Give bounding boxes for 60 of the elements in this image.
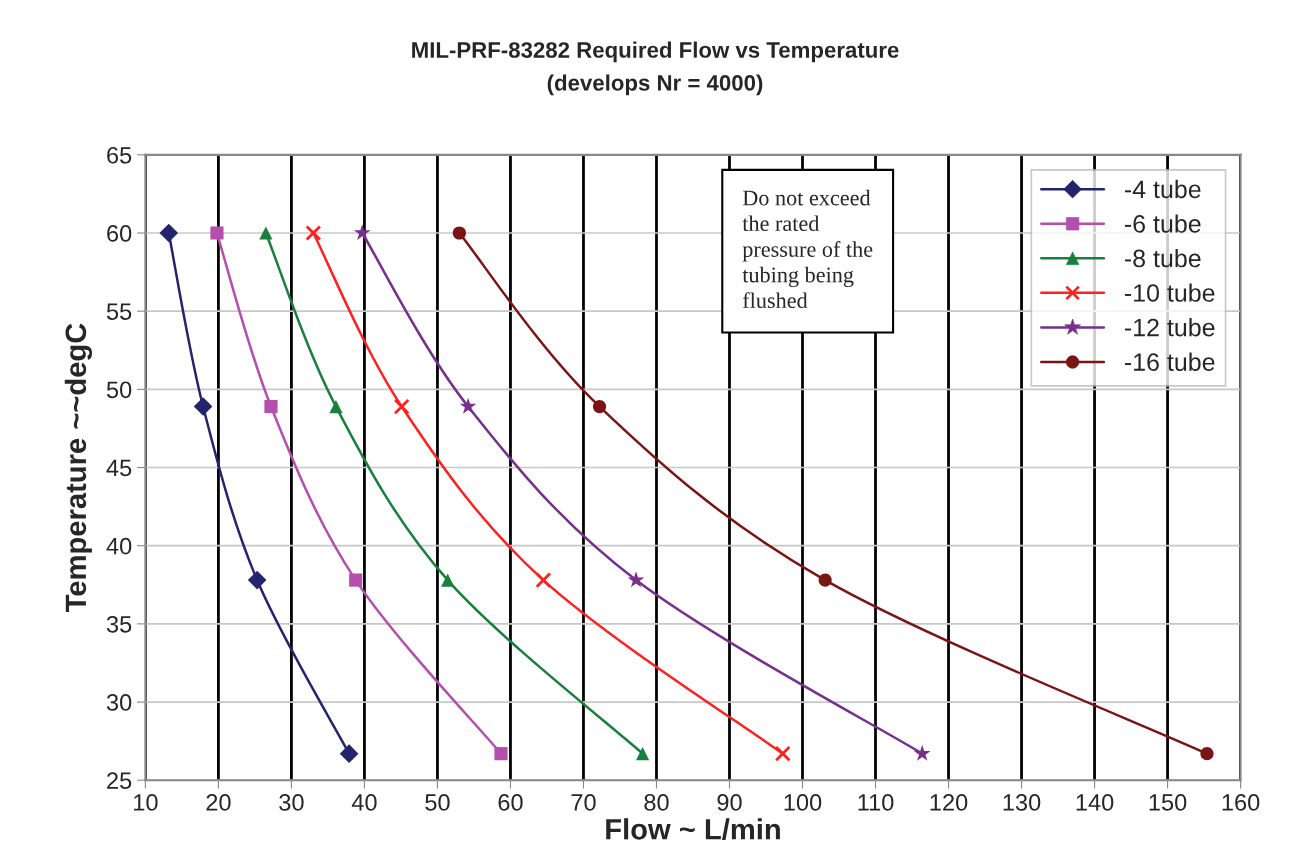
x-tick-label: 30 bbox=[279, 794, 304, 811]
x-tick-label: 20 bbox=[206, 794, 231, 811]
x-tick-label: 130 bbox=[1003, 794, 1041, 811]
point bbox=[441, 573, 455, 587]
point bbox=[247, 570, 267, 590]
point bbox=[774, 745, 791, 762]
x-tick-label: 80 bbox=[644, 794, 669, 811]
x-tick-label: 160 bbox=[1222, 794, 1260, 811]
y-tick-label: 25 bbox=[107, 772, 132, 790]
point bbox=[913, 744, 931, 761]
legend-label: -4 tube bbox=[1124, 179, 1201, 199]
y-axis-title: Temperature ~~degC bbox=[64, 323, 93, 613]
x-tick-label: 40 bbox=[351, 794, 377, 811]
point bbox=[535, 572, 552, 589]
point bbox=[210, 226, 224, 240]
x-tick-label: 10 bbox=[134, 794, 158, 811]
point bbox=[193, 397, 213, 416]
y-tick-label: 30 bbox=[106, 694, 132, 711]
chart-title: MIL-PRF-83282 Required Flow vs Temperature bbox=[412, 41, 899, 63]
x-tick-label: 60 bbox=[498, 794, 523, 811]
point bbox=[636, 747, 650, 761]
point bbox=[353, 224, 371, 241]
annotation: Do not exceed the rated pressure of the tubing being flushed bbox=[742, 189, 873, 309]
y-tick-label: 55 bbox=[106, 303, 132, 320]
y-tick-label: 65 bbox=[107, 146, 132, 164]
x-tick-label: 150 bbox=[1149, 794, 1187, 811]
point bbox=[459, 397, 477, 414]
x-tick-label: 90 bbox=[717, 794, 742, 811]
point bbox=[818, 573, 832, 587]
x-tick-label: 50 bbox=[425, 794, 450, 811]
point bbox=[159, 223, 179, 243]
point bbox=[305, 225, 322, 241]
x-tick-label: 140 bbox=[1076, 794, 1114, 811]
point bbox=[494, 747, 508, 761]
legend-label: -16 tube bbox=[1124, 352, 1215, 371]
y-tick-label: 60 bbox=[107, 225, 132, 242]
point bbox=[393, 398, 410, 415]
point bbox=[1200, 747, 1214, 761]
x-axis-title: Flow ~ L/min bbox=[606, 818, 780, 840]
x-tick-label: 120 bbox=[930, 794, 968, 811]
x-tick-label: 100 bbox=[784, 794, 822, 811]
chart-subtitle: (develops Nr = 4000) bbox=[547, 74, 763, 96]
legend-label: -12 tube bbox=[1124, 318, 1215, 337]
x-tick-label: 110 bbox=[858, 794, 894, 811]
point bbox=[339, 744, 359, 763]
y-tick-label: 35 bbox=[106, 615, 132, 633]
legend-label: -8 tube bbox=[1124, 248, 1201, 268]
x-tick-label: 70 bbox=[571, 794, 596, 811]
point bbox=[349, 573, 363, 587]
y-tick-label: 45 bbox=[106, 459, 132, 477]
point bbox=[627, 571, 645, 588]
point bbox=[329, 399, 343, 414]
legend-label: -6 tube bbox=[1124, 214, 1201, 233]
legend-label: -10 tube bbox=[1124, 283, 1215, 302]
y-tick-label: 50 bbox=[106, 381, 132, 399]
point bbox=[452, 226, 466, 240]
y-tick-label: 40 bbox=[106, 537, 132, 555]
point bbox=[264, 399, 278, 414]
point bbox=[592, 399, 607, 414]
point bbox=[259, 226, 273, 240]
